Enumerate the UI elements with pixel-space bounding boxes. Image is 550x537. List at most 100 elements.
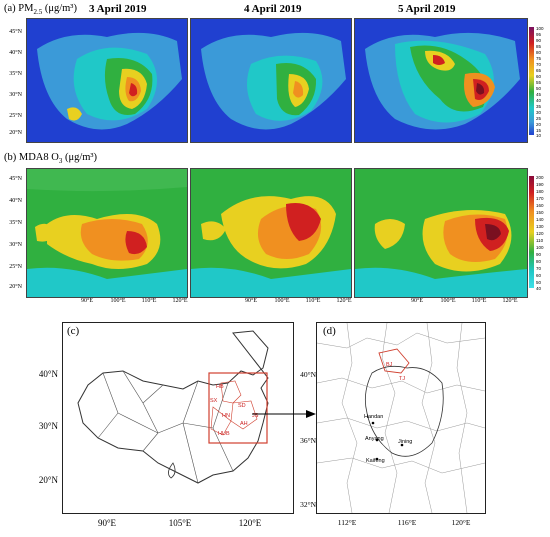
cb-tick: 170: [536, 196, 544, 201]
cb-tick: 75: [536, 56, 542, 61]
region-label: HB: [216, 384, 224, 390]
lon-tick: 112°E: [337, 518, 357, 527]
lon-tick: 120°E: [172, 298, 188, 304]
zoom-arrow: [252, 410, 316, 418]
cb-tick: 85: [536, 44, 542, 49]
cb-tick: 70: [536, 266, 542, 271]
lat-tick: 30°N: [38, 421, 58, 431]
cb-tick: 40: [536, 98, 542, 103]
lat-tick: 25°N: [9, 113, 22, 119]
cb-tick: 120: [536, 231, 544, 236]
cb-tick: 15: [536, 128, 542, 133]
cb-tick: 60: [536, 273, 542, 278]
cb-tick: 45: [536, 92, 542, 97]
lon-tick: 120°E: [451, 518, 471, 527]
city-label-red: BJ: [386, 362, 393, 368]
lon-tick: 105°E: [168, 518, 192, 528]
o3-row-title: (b) MDA8 O3 (μg/m³): [4, 152, 98, 166]
lat-tick: 40°N: [9, 198, 22, 204]
lat-tick: 20°N: [9, 284, 22, 290]
lat-tick: 20°N: [9, 130, 22, 136]
lon-tick: 120°E: [336, 298, 352, 304]
cb-tick: 160: [536, 203, 544, 208]
cb-tick: 180: [536, 189, 544, 194]
lat-tick: 36°N: [300, 436, 316, 445]
o3-colorbar: [529, 176, 534, 288]
city-label: Jining: [398, 439, 413, 445]
city-label-red: TJ: [399, 376, 406, 382]
cb-tick: 25: [536, 116, 542, 121]
lon-tick: 110°E: [471, 298, 487, 304]
lat-tick: 40°N: [38, 369, 58, 379]
pm25-row-title: (a) PM2.5 (μg/m³): [4, 3, 77, 17]
cb-tick: 65: [536, 68, 542, 73]
o3-map-day1: [26, 168, 188, 298]
lat-tick: 40°N: [300, 370, 316, 379]
lat-tick: 45°N: [9, 176, 22, 182]
lon-tick: 90°E: [80, 298, 94, 304]
pm25-colorbar: [529, 27, 534, 135]
lon-tick: 120°E: [502, 298, 518, 304]
cb-tick: 90: [536, 38, 542, 43]
cb-tick: 35: [536, 104, 542, 109]
lat-tick: 30°N: [9, 92, 22, 98]
lon-tick: 90°E: [410, 298, 424, 304]
lon-tick: 110°E: [141, 298, 157, 304]
date-label-2: 4 April 2019: [244, 3, 302, 15]
cb-tick: 60: [536, 74, 542, 79]
cb-tick: 80: [536, 259, 542, 264]
lat-tick: 25°N: [9, 264, 22, 270]
lon-tick: 90°E: [97, 518, 117, 528]
city-label: Anyang: [365, 436, 384, 442]
panel-c-label: (c): [67, 325, 80, 337]
cb-tick: 50: [536, 86, 542, 91]
lon-tick: 120°E: [238, 518, 262, 528]
cb-tick: 20: [536, 122, 542, 127]
lon-tick: 100°E: [274, 298, 290, 304]
map-d-north-china-plain: [316, 322, 486, 514]
cb-tick: 95: [536, 32, 542, 37]
cb-tick: 10: [536, 133, 542, 138]
cb-tick: 110: [536, 238, 544, 243]
cb-tick: 90: [536, 252, 542, 257]
cb-tick: 80: [536, 50, 542, 55]
lon-tick: 100°E: [110, 298, 126, 304]
pm25-map-day2: [190, 18, 352, 143]
panel-d-label: (d): [323, 325, 336, 337]
cb-tick: 100: [536, 245, 544, 250]
city-label: Kaifeng: [366, 458, 385, 464]
lon-tick: 116°E: [397, 518, 417, 527]
date-label-1: 3 April 2019: [89, 3, 147, 15]
lat-tick: 45°N: [9, 29, 22, 35]
region-label: AH: [240, 421, 248, 427]
region-label: HN: [222, 413, 230, 419]
pm25-map-day3: [354, 18, 528, 143]
lat-tick: 35°N: [9, 71, 22, 77]
o3-map-day2: [190, 168, 352, 298]
cb-tick: 100: [536, 26, 544, 31]
cb-tick: 130: [536, 224, 544, 229]
region-label: JS: [252, 413, 259, 419]
lat-tick: 40°N: [9, 50, 22, 56]
city-label: Handan: [364, 414, 384, 420]
lat-tick: 20°N: [38, 475, 58, 485]
lon-tick: 90°E: [244, 298, 258, 304]
cb-tick: 30: [536, 110, 542, 115]
cb-tick: 150: [536, 210, 544, 215]
region-label: SD: [238, 403, 246, 409]
cb-tick: 140: [536, 217, 544, 222]
o3-map-day3: [354, 168, 528, 298]
cb-tick: 40: [536, 286, 542, 291]
lon-tick: 110°E: [305, 298, 321, 304]
date-label-3: 5 April 2019: [398, 3, 456, 15]
cb-tick: 190: [536, 182, 544, 187]
lat-tick: 35°N: [9, 220, 22, 226]
cb-tick: 50: [536, 280, 542, 285]
lat-tick: 32°N: [300, 500, 316, 509]
region-label: HUB: [218, 431, 230, 437]
map-c-china-outline: [62, 322, 294, 514]
lat-tick: 30°N: [9, 242, 22, 248]
cb-tick: 70: [536, 62, 542, 67]
region-label: SX: [210, 398, 218, 404]
cb-tick: 200: [536, 175, 544, 180]
